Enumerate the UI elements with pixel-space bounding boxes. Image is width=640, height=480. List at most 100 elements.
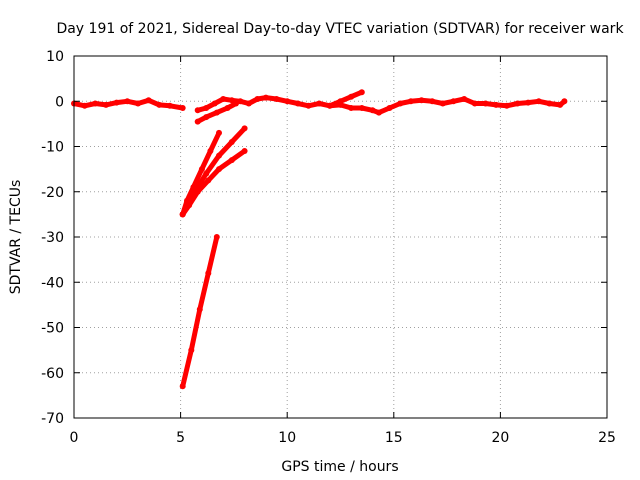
data-point (145, 97, 152, 104)
data-point (245, 100, 252, 107)
y-axis-label: SDTVAR / TECUs (8, 180, 24, 295)
data-point (124, 98, 131, 105)
data-point (220, 96, 227, 102)
data-point (348, 93, 355, 100)
data-point (326, 102, 333, 109)
data-point (284, 98, 291, 105)
data-point (186, 202, 193, 209)
data-point (503, 102, 510, 109)
y-tick-label: -50 (41, 321, 64, 337)
data-point (179, 211, 186, 218)
data-point (254, 96, 261, 102)
data-point (233, 100, 239, 107)
data-series (71, 89, 568, 390)
data-point (156, 101, 163, 108)
x-tick-label: 20 (491, 430, 509, 446)
series-line (327, 89, 365, 109)
data-point (525, 99, 532, 106)
data-point (113, 99, 120, 106)
axis-ticks: 0 5 10 15 20 25 10 0 -10 -20 -30 -40 -50 -60 -70 (41, 49, 616, 446)
plot-frame (73, 55, 608, 419)
data-point (179, 383, 186, 390)
x-axis-label: GPS time / hours (281, 459, 398, 475)
data-point (429, 98, 436, 105)
data-point (273, 96, 280, 102)
data-point (103, 101, 109, 108)
data-point (203, 114, 210, 121)
data-point (205, 270, 212, 277)
data-point (228, 157, 235, 164)
data-point (407, 98, 414, 105)
y-tick-label: -70 (41, 411, 64, 427)
data-point (482, 100, 489, 107)
data-point (198, 166, 205, 173)
y-tick-label: -10 (41, 140, 64, 156)
data-point (205, 177, 212, 184)
data-point (369, 107, 376, 114)
y-tick-label: -60 (41, 366, 64, 382)
data-point (203, 105, 210, 111)
data-point (207, 148, 214, 154)
data-point (294, 100, 301, 107)
y-tick-label: 0 (55, 94, 64, 110)
data-point (216, 152, 222, 159)
data-point (203, 170, 210, 177)
data-point (188, 347, 195, 354)
x-tick-label: 15 (385, 430, 403, 446)
data-point (305, 102, 312, 109)
data-point (196, 306, 203, 313)
series-short-rise-6 (194, 100, 239, 125)
data-point (228, 139, 235, 145)
data-point (194, 107, 201, 114)
data-point (216, 129, 222, 136)
grid (74, 56, 607, 418)
data-point (92, 100, 99, 107)
data-point (194, 188, 201, 195)
data-point (337, 98, 344, 105)
data-point (135, 100, 141, 107)
series-track-near-zero-2 (194, 94, 568, 116)
data-point (397, 100, 404, 107)
y-tick-label: -40 (41, 275, 64, 291)
data-point (228, 97, 235, 104)
data-point (375, 109, 382, 116)
series-steep-line (179, 234, 220, 390)
data-point (241, 125, 248, 132)
data-point (224, 105, 231, 111)
data-point (418, 97, 425, 104)
data-point (461, 96, 468, 102)
series-track-near-zero-1 (71, 97, 186, 111)
y-tick-label: 10 (46, 49, 64, 65)
data-point (213, 109, 220, 116)
data-point (241, 148, 248, 154)
data-point (179, 105, 186, 111)
data-point (358, 89, 365, 96)
y-tick-label: -20 (41, 185, 64, 201)
x-tick-label: 10 (278, 430, 296, 446)
data-point (557, 101, 564, 108)
x-tick-label: 5 (176, 430, 185, 446)
data-point (213, 234, 220, 240)
data-point (386, 105, 393, 111)
data-point (493, 101, 500, 108)
y-tick-label: -30 (41, 230, 64, 246)
data-point (358, 105, 365, 111)
data-point (81, 102, 88, 109)
series-rising-arc-to-2 (326, 89, 365, 109)
data-point (194, 118, 201, 125)
chart-title: Day 191 of 2021, Sidereal Day-to-day VTE… (56, 21, 624, 37)
data-point (166, 102, 173, 109)
data-point (211, 100, 218, 107)
data-point (561, 98, 568, 105)
data-point (535, 98, 542, 105)
data-point (348, 105, 355, 111)
data-point (439, 100, 446, 107)
data-point (450, 98, 457, 105)
data-point (262, 94, 269, 101)
data-point (471, 100, 478, 107)
data-point (546, 100, 553, 107)
x-tick-label: 0 (70, 430, 79, 446)
data-point (216, 166, 222, 173)
data-point (514, 100, 521, 107)
